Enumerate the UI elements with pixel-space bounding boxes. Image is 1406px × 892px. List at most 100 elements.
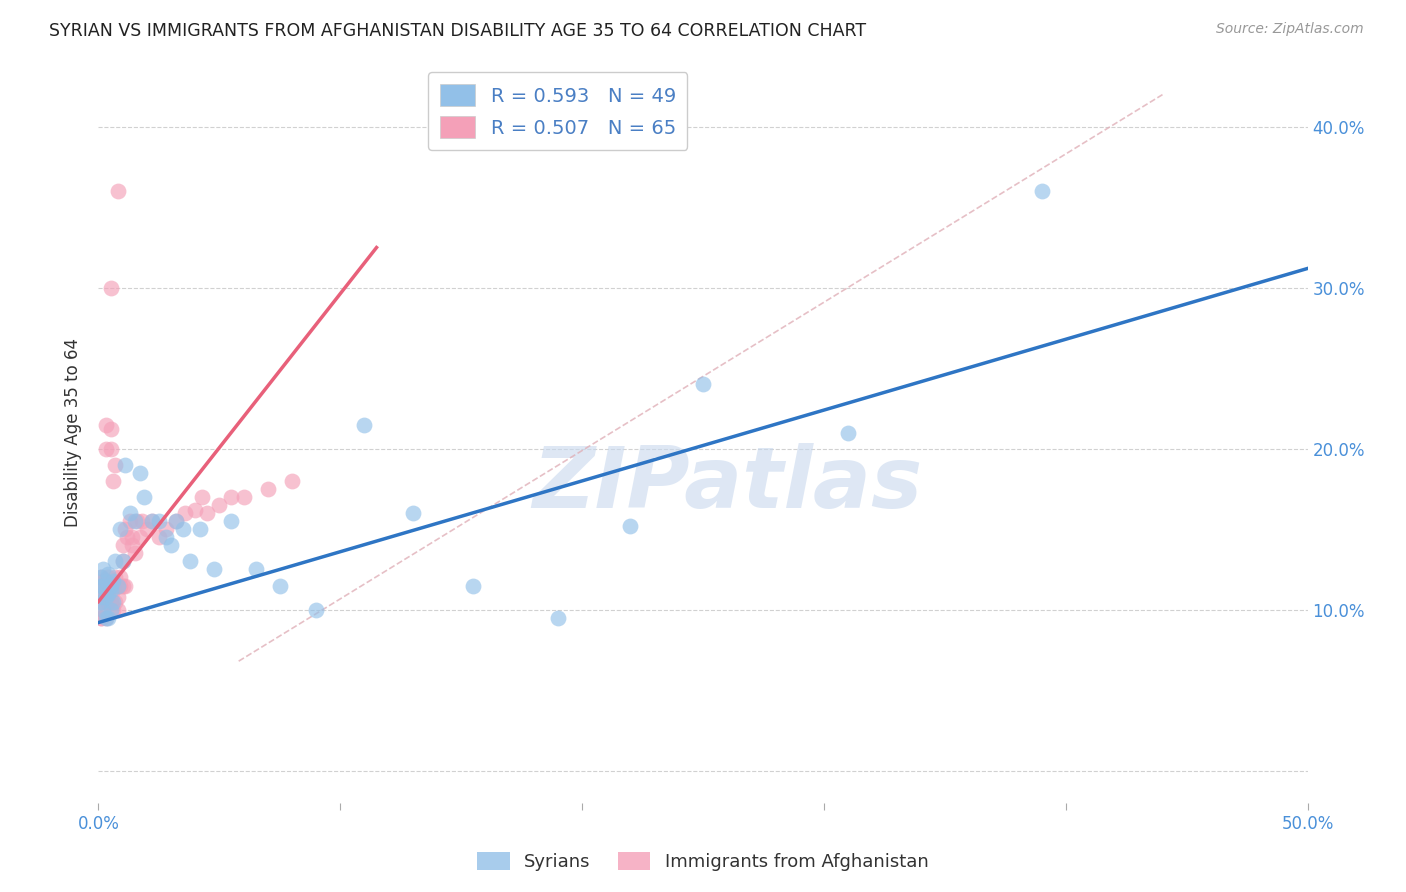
Immigrants from Afghanistan [111, 554, 134, 568]
Immigrants from Afghanistan [90, 594, 112, 608]
Syrians [118, 506, 141, 520]
Syrians [104, 554, 127, 568]
Immigrants from Afghanistan [100, 422, 122, 436]
Immigrants from Afghanistan [90, 586, 112, 600]
Text: SYRIAN VS IMMIGRANTS FROM AFGHANISTAN DISABILITY AGE 35 TO 64 CORRELATION CHART: SYRIAN VS IMMIGRANTS FROM AFGHANISTAN DI… [49, 22, 866, 40]
Immigrants from Afghanistan [90, 610, 112, 624]
Syrians [94, 574, 117, 588]
Syrians [402, 506, 425, 520]
Immigrants from Afghanistan [104, 594, 127, 608]
Syrians [134, 490, 156, 504]
Syrians [97, 610, 120, 624]
Syrians [90, 594, 112, 608]
Immigrants from Afghanistan [100, 578, 122, 592]
Immigrants from Afghanistan [155, 522, 177, 536]
Immigrants from Afghanistan [108, 578, 131, 592]
Immigrants from Afghanistan [184, 503, 207, 517]
Immigrants from Afghanistan [135, 522, 157, 536]
Syrians [305, 602, 328, 616]
Immigrants from Afghanistan [232, 490, 254, 504]
Y-axis label: Disability Age 35 to 64: Disability Age 35 to 64 [65, 338, 83, 527]
Immigrants from Afghanistan [117, 530, 139, 544]
Syrians [160, 538, 183, 552]
Immigrants from Afghanistan [165, 514, 187, 528]
Immigrants from Afghanistan [191, 490, 214, 504]
Syrians [165, 514, 187, 528]
Immigrants from Afghanistan [107, 602, 129, 616]
Syrians [463, 578, 485, 592]
Syrians [97, 567, 120, 582]
Immigrants from Afghanistan [256, 482, 278, 496]
Immigrants from Afghanistan [94, 417, 117, 432]
Immigrants from Afghanistan [101, 583, 124, 598]
Immigrants from Afghanistan [97, 594, 120, 608]
Immigrants from Afghanistan [127, 514, 149, 528]
Syrians [107, 578, 129, 592]
Syrians [148, 514, 170, 528]
Immigrants from Afghanistan [94, 594, 117, 608]
Immigrants from Afghanistan [281, 474, 304, 488]
Immigrants from Afghanistan [91, 602, 114, 616]
Syrians [547, 610, 569, 624]
Immigrants from Afghanistan [121, 530, 143, 544]
Immigrants from Afghanistan [131, 514, 153, 528]
Syrians [94, 590, 117, 604]
Syrians [221, 514, 243, 528]
Legend: Syrians, Immigrants from Afghanistan: Syrians, Immigrants from Afghanistan [470, 845, 936, 879]
Immigrants from Afghanistan [141, 514, 163, 528]
Immigrants from Afghanistan [124, 546, 146, 560]
Syrians [90, 578, 112, 592]
Immigrants from Afghanistan [148, 530, 170, 544]
Immigrants from Afghanistan [107, 590, 129, 604]
Immigrants from Afghanistan [101, 474, 124, 488]
Syrians [94, 610, 117, 624]
Syrians [692, 377, 714, 392]
Syrians [1031, 184, 1053, 198]
Immigrants from Afghanistan [107, 184, 129, 198]
Immigrants from Afghanistan [91, 594, 114, 608]
Immigrants from Afghanistan [107, 578, 129, 592]
Immigrants from Afghanistan [101, 578, 124, 592]
Immigrants from Afghanistan [90, 570, 112, 584]
Immigrants from Afghanistan [100, 442, 122, 456]
Syrians [128, 466, 150, 480]
Syrians [101, 574, 124, 588]
Immigrants from Afghanistan [94, 586, 117, 600]
Immigrants from Afghanistan [100, 281, 122, 295]
Immigrants from Afghanistan [94, 442, 117, 456]
Syrians [100, 602, 122, 616]
Immigrants from Afghanistan [97, 578, 120, 592]
Immigrants from Afghanistan [174, 506, 197, 520]
Syrians [353, 417, 375, 432]
Syrians [619, 519, 641, 533]
Text: Source: ZipAtlas.com: Source: ZipAtlas.com [1216, 22, 1364, 37]
Immigrants from Afghanistan [118, 514, 141, 528]
Syrians [204, 562, 226, 576]
Syrians [114, 458, 136, 472]
Immigrants from Afghanistan [94, 574, 117, 588]
Immigrants from Afghanistan [97, 590, 120, 604]
Syrians [172, 522, 194, 536]
Immigrants from Afghanistan [114, 522, 136, 536]
Immigrants from Afghanistan [108, 570, 131, 584]
Text: ZIPatlas: ZIPatlas [531, 443, 922, 526]
Immigrants from Afghanistan [91, 574, 114, 588]
Syrians [91, 578, 114, 592]
Syrians [111, 554, 134, 568]
Syrians [141, 514, 163, 528]
Immigrants from Afghanistan [97, 570, 120, 584]
Immigrants from Afghanistan [104, 570, 127, 584]
Immigrants from Afghanistan [101, 602, 124, 616]
Syrians [188, 522, 211, 536]
Immigrants from Afghanistan [114, 578, 136, 592]
Immigrants from Afghanistan [128, 530, 150, 544]
Immigrants from Afghanistan [100, 594, 122, 608]
Syrians [94, 583, 117, 598]
Syrians [90, 570, 112, 584]
Syrians [91, 562, 114, 576]
Immigrants from Afghanistan [104, 458, 127, 472]
Syrians [269, 578, 291, 592]
Immigrants from Afghanistan [121, 538, 143, 552]
Syrians [124, 514, 146, 528]
Immigrants from Afghanistan [111, 538, 134, 552]
